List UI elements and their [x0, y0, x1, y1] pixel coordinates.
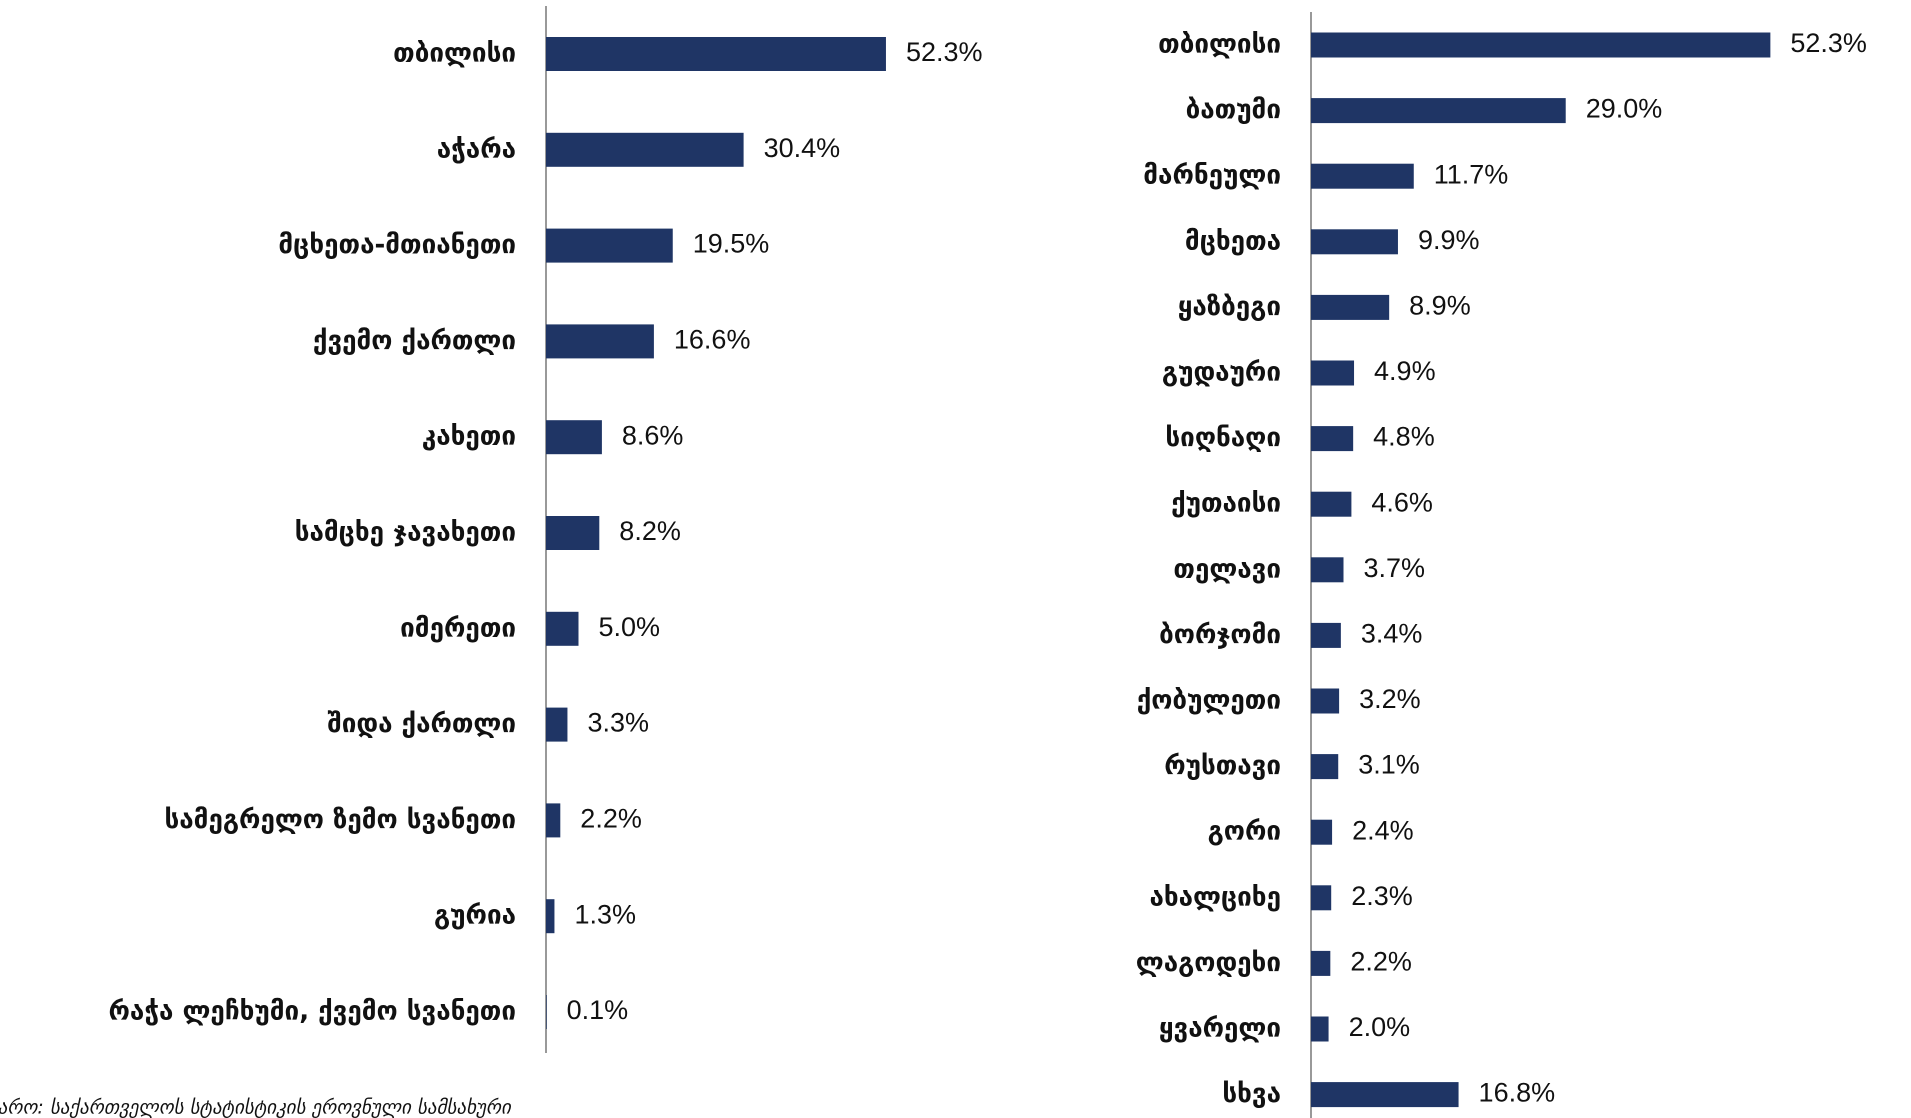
category-label: სხვა	[1222, 1079, 1281, 1109]
bar	[1311, 557, 1344, 583]
category-label: მცხეთა-მთიანეთი	[278, 230, 516, 260]
category-label: შიდა ქართლი	[327, 709, 516, 739]
category-label: ახალციხე	[1149, 882, 1281, 912]
value-label: 8.6%	[622, 420, 684, 450]
value-label: 0.1%	[567, 995, 629, 1025]
value-label: 8.9%	[1409, 291, 1471, 321]
category-label: ქვემო ქართლი	[313, 326, 516, 356]
bar	[1311, 98, 1566, 124]
category-label: თბილისი	[1158, 30, 1281, 60]
value-label: 3.4%	[1361, 619, 1423, 649]
category-label: ბორჯომი	[1159, 620, 1281, 650]
category-label: აჭარა	[437, 134, 516, 164]
category-label: ყვარელი	[1159, 1014, 1281, 1044]
bar	[1311, 622, 1341, 648]
bar	[1311, 950, 1331, 976]
value-label: 52.3%	[1790, 28, 1867, 58]
value-label: 2.3%	[1351, 881, 1413, 911]
category-label: ყაზბეგი	[1178, 292, 1281, 322]
value-label: 11.7%	[1434, 159, 1509, 189]
bar	[1311, 819, 1333, 845]
category-label: თელავი	[1173, 554, 1281, 584]
category-label: ბათუმი	[1186, 95, 1281, 125]
bar	[546, 37, 886, 71]
bar	[1311, 229, 1398, 255]
value-label: 19.5%	[693, 229, 770, 259]
bar	[1311, 754, 1339, 780]
value-label: 4.9%	[1374, 356, 1436, 386]
source-note: წყარო: საქართველოს სტატისტიკის ეროვნული …	[0, 1097, 512, 1118]
value-label: 16.6%	[674, 325, 751, 355]
category-label: მარნეული	[1143, 161, 1281, 191]
category-label: იმერეთი	[400, 613, 516, 643]
bar	[546, 228, 673, 263]
value-label: 16.8%	[1479, 1078, 1556, 1108]
value-label: 4.6%	[1371, 487, 1433, 517]
bar	[546, 132, 744, 167]
category-label: კახეთი	[422, 422, 516, 452]
bar	[546, 324, 654, 359]
category-label: რაჭა ლეჩხუმი, ქვემო სვანეთი	[109, 997, 516, 1027]
value-label: 3.2%	[1359, 684, 1421, 714]
bar	[1311, 32, 1771, 58]
value-label: 3.3%	[587, 708, 649, 738]
bar	[1311, 163, 1414, 189]
category-label: ქუთაისი	[1171, 489, 1281, 519]
category-label: სიღნაღი	[1165, 423, 1281, 453]
value-label: 1.3%	[574, 899, 636, 929]
value-label: 5.0%	[599, 612, 661, 642]
bar	[1311, 360, 1355, 386]
category-label: სამცხე ჯავახეთი	[295, 518, 516, 548]
category-label: ლაგოდეხი	[1136, 948, 1281, 978]
bar	[546, 899, 555, 934]
value-label: 52.3%	[906, 37, 983, 67]
category-label: ქობულეთი	[1137, 686, 1281, 716]
category-label: რუსთავი	[1164, 751, 1281, 781]
bar	[546, 707, 568, 742]
bar	[1311, 1082, 1459, 1108]
bar	[1311, 1016, 1329, 1042]
bar	[546, 420, 602, 455]
value-label: 4.8%	[1373, 422, 1435, 452]
category-label: სამეგრელო ზემო სვანეთი	[165, 805, 517, 835]
value-label: 30.4%	[764, 133, 841, 163]
value-label: 2.2%	[580, 804, 642, 834]
bar	[1311, 426, 1354, 452]
category-label: გურია	[434, 901, 516, 931]
value-label: 9.9%	[1418, 225, 1480, 255]
bar	[546, 803, 561, 838]
value-label: 29.0%	[1586, 94, 1663, 124]
category-label: მცხეთა	[1185, 226, 1281, 256]
category-label: გორი	[1208, 817, 1281, 847]
value-label: 8.2%	[619, 516, 681, 546]
value-label: 2.0%	[1349, 1012, 1411, 1042]
bar	[546, 516, 600, 550]
value-label: 2.2%	[1350, 947, 1412, 977]
value-label: 3.1%	[1358, 750, 1420, 780]
bar	[546, 995, 547, 1029]
category-label: გუდაური	[1162, 358, 1281, 388]
bar	[546, 611, 579, 646]
category-label: თბილისი	[393, 39, 516, 69]
bar	[1311, 294, 1390, 320]
value-label: 3.7%	[1363, 553, 1425, 583]
bar	[1311, 688, 1340, 714]
bar	[1311, 491, 1352, 517]
value-label: 2.4%	[1352, 815, 1414, 845]
bar	[1311, 885, 1332, 911]
